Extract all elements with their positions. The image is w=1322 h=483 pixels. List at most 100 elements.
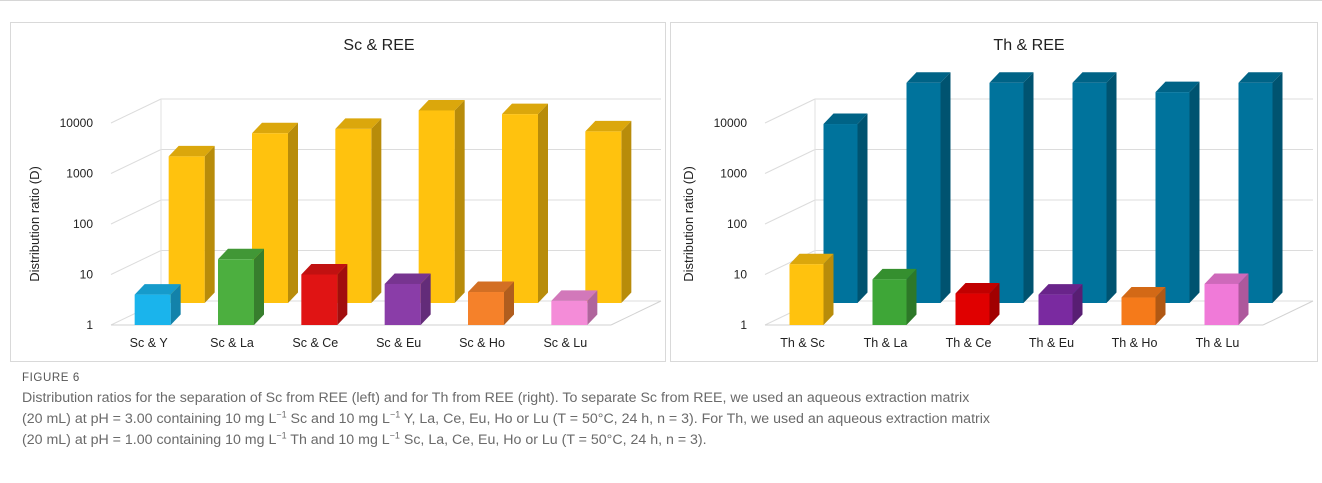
bar-back-1-5-side <box>1272 72 1283 303</box>
gridline-side-0 <box>110 98 162 124</box>
bar-front-1-4 <box>1121 287 1166 325</box>
bar-back-0-5-side <box>621 120 632 304</box>
bar-back-1-4-top <box>1155 81 1200 93</box>
bar-front-1-0-side <box>823 253 834 325</box>
bar-back-0-1-top <box>252 122 298 134</box>
y-tick-label-1: 10000 <box>714 116 748 130</box>
chart-th-ree: Th & REE Distribution ratio (D) 1 10 100 1000… <box>681 37 1314 350</box>
y-tick-label-1: 1000 <box>720 167 747 181</box>
caption-text: Distribution ratios for the separation o… <box>22 388 1312 451</box>
bar-front-0-0 <box>134 284 181 325</box>
bar-front-1-3 <box>1038 284 1083 325</box>
x-tick-label-0-3: Sc & Eu <box>376 336 421 350</box>
y-axis-label-1: Distribution ratio (D) <box>681 166 696 282</box>
bar-back-1-1-side <box>940 72 951 303</box>
bar-front-1-3-top <box>1038 284 1083 295</box>
bar-front-1-1-side <box>906 268 917 325</box>
bar-front-0-2 <box>301 264 348 325</box>
bar-front-1-5-side <box>1238 273 1249 325</box>
bar-back-1-3-side <box>1106 72 1117 303</box>
bar-front-0-3-top <box>384 273 431 284</box>
bar-front-0-3 <box>384 273 431 325</box>
bar-front-0-4-front <box>468 292 504 325</box>
bar-front-0-0-top <box>134 284 181 295</box>
chart-panel-th-ree: Th & REE Distribution ratio (D) 1 10 100 1000… <box>670 22 1318 362</box>
bar-back-1-1 <box>906 72 951 303</box>
bar-back-1-5-top <box>1238 72 1283 83</box>
bar-back-1-4 <box>1155 81 1200 303</box>
chart-title-0: Sc & REE <box>343 37 414 54</box>
gridline-side-1 <box>764 199 816 225</box>
bar-back-0-5-top <box>585 120 632 132</box>
bar-back-0-4-front <box>502 114 538 303</box>
y-tick-label-0: 1000 <box>66 167 93 181</box>
bar-back-1-3-front <box>1072 82 1107 303</box>
bar-front-1-4-top <box>1121 287 1166 298</box>
bar-front-0-2-top <box>301 264 348 275</box>
bar-back-1-2-front <box>989 82 1024 303</box>
bar-front-0-4 <box>468 281 514 325</box>
bar-front-1-0-top <box>789 253 834 265</box>
bar-front-1-1-top <box>872 268 917 280</box>
bar-front-0-1 <box>218 248 264 325</box>
bar-front-0-5-side <box>587 290 598 325</box>
chart-title-1: Th & REE <box>993 37 1064 54</box>
bar-front-0-4-top <box>468 281 514 293</box>
bar-back-1-1-top <box>906 72 951 83</box>
bar-back-0-3 <box>418 99 465 303</box>
bar-back-1-0-side <box>857 113 868 303</box>
bar-front-0-2-front <box>301 274 338 325</box>
x-tick-label-1-0: Th & Sc <box>780 336 824 350</box>
y-tick-label-1: 10 <box>734 268 748 282</box>
bar-back-1-2-top <box>989 72 1034 83</box>
bar-front-1-3-side <box>1072 284 1083 325</box>
bar-back-0-1-side <box>288 122 298 303</box>
gridline-side-1 <box>764 149 816 174</box>
bar-back-0-3-side <box>454 99 465 303</box>
bar-back-1-5 <box>1238 72 1283 303</box>
bar-front-0-5 <box>551 290 598 325</box>
bar-back-0-4 <box>502 103 548 303</box>
caption-line-3: (20 mL) at pH = 1.00 containing 10 mg L−… <box>22 430 707 448</box>
x-tick-label-1-2: Th & Ce <box>946 336 992 350</box>
bar-front-0-5-top <box>551 290 598 301</box>
bar-back-0-0-side <box>204 145 215 303</box>
x-tick-label-0-2: Sc & Ce <box>292 336 338 350</box>
x-tick-label-0-4: Sc & Ho <box>459 336 505 350</box>
bar-back-0-0 <box>168 145 215 303</box>
y-tick-label-1: 100 <box>727 217 747 231</box>
bar-back-1-2-side <box>1023 72 1034 303</box>
x-tick-label-1-4: Th & Ho <box>1112 336 1158 350</box>
bar-back-1-3-top <box>1072 72 1117 83</box>
bar-back-0-5-front <box>585 131 622 303</box>
bar-back-0-5 <box>585 120 632 304</box>
chart-sc-ree: Sc & REE Distribution ratio (D) 1 10 100 1000… <box>27 37 662 350</box>
figure-caption: FIGURE 6 Distribution ratios for the sep… <box>22 372 1312 451</box>
bar-back-0-1 <box>252 122 298 303</box>
bar-front-0-2-side <box>337 264 348 325</box>
bar-back-0-2-side <box>371 118 382 303</box>
bar-back-0-0-top <box>168 145 215 157</box>
bar-front-1-0 <box>789 253 834 325</box>
bar-front-1-1-front <box>872 279 907 325</box>
bar-front-0-0-front <box>134 294 171 325</box>
x-tick-label-0-5: Sc & Lu <box>543 336 587 350</box>
floor-right-edge-0 <box>610 300 662 326</box>
bar-front-0-1-top <box>218 248 264 260</box>
bar-back-1-4-side <box>1189 81 1200 303</box>
bar-front-0-4-side <box>504 281 514 325</box>
bar-front-0-1-side <box>254 248 264 325</box>
y-axis-label-0: Distribution ratio (D) <box>27 166 42 282</box>
bar-back-1-0-top <box>823 113 868 125</box>
y-tick-label-1: 1 <box>740 318 747 332</box>
top-divider <box>0 0 1322 1</box>
floor-right-edge-1 <box>1262 300 1314 326</box>
bar-front-0-5-front <box>551 300 588 325</box>
bar-front-0-0-side <box>170 284 181 325</box>
x-tick-label-0-0: Sc & Y <box>130 336 169 350</box>
y-tick-label-0: 10000 <box>60 116 94 130</box>
y-tick-label-0: 100 <box>73 217 93 231</box>
x-tick-label-1-5: Th & Lu <box>1196 336 1240 350</box>
bar-back-1-2 <box>989 72 1034 303</box>
gridline-side-0 <box>110 250 162 275</box>
